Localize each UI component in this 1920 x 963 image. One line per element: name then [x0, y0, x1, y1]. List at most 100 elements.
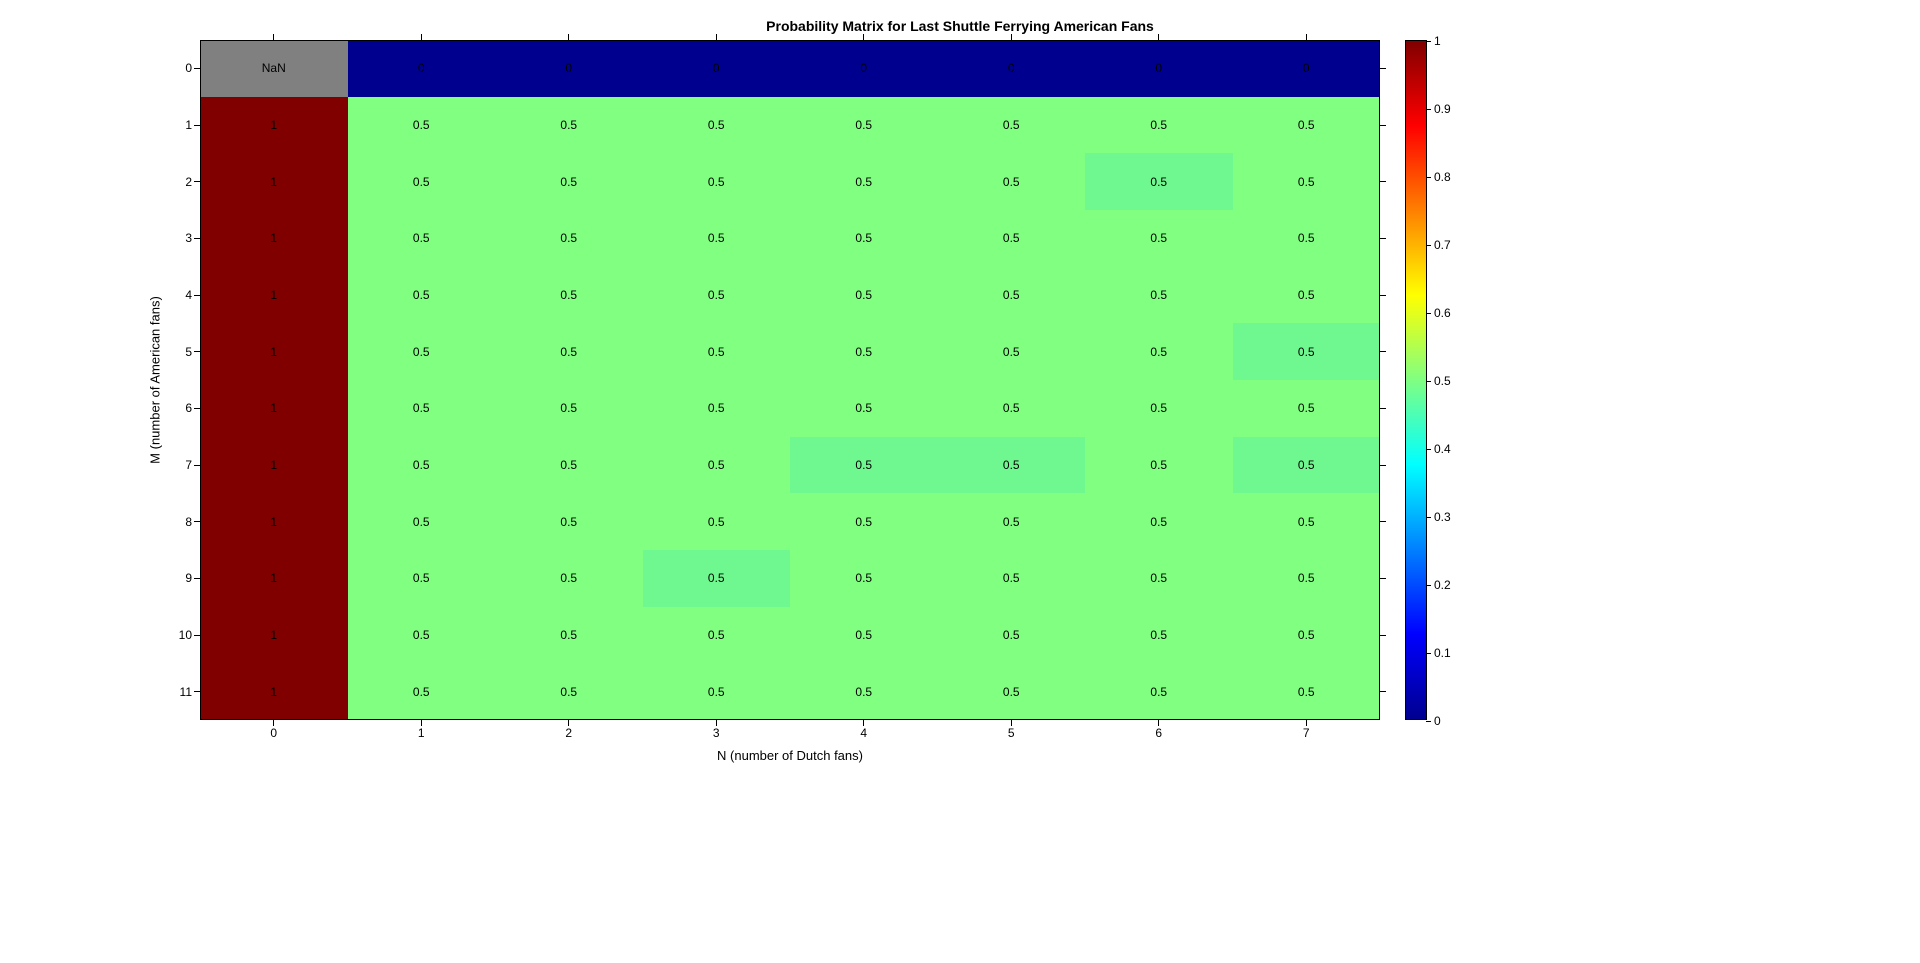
heatmap-cell: 0.5	[1085, 153, 1233, 210]
x-tick-label: 7	[1303, 726, 1310, 740]
colorbar-tick-mark	[1426, 449, 1431, 450]
heatmap-cell-label: 0.5	[708, 458, 725, 472]
colorbar-tick-mark	[1426, 585, 1431, 586]
heatmap-cell-label: 0.5	[1003, 175, 1020, 189]
heatmap-cell-label: 0.5	[413, 288, 430, 302]
heatmap-cell-label: 0.5	[708, 515, 725, 529]
heatmap-cell-label: 0.5	[855, 118, 872, 132]
y-tick-mark	[1380, 521, 1386, 522]
heatmap-cell-label: 0.5	[708, 401, 725, 415]
heatmap-cell-label: 0.5	[708, 685, 725, 699]
heatmap-cell-label: 0.5	[1150, 458, 1167, 472]
heatmap-cell: 0.5	[790, 323, 938, 380]
heatmap-cell-label: 1	[270, 515, 277, 529]
x-tick-mark	[1011, 34, 1012, 40]
heatmap-cell-label: 0.5	[708, 345, 725, 359]
heatmap-cell: 0.5	[643, 380, 791, 437]
y-tick-mark	[1380, 238, 1386, 239]
heatmap-cell-label: 0.5	[1298, 515, 1315, 529]
x-tick-mark	[421, 34, 422, 40]
heatmap-cell: 0	[495, 40, 643, 97]
heatmap-cell: 0.5	[938, 550, 1086, 607]
heatmap-cell-label: 0.5	[413, 515, 430, 529]
heatmap-cell: 0.5	[348, 267, 496, 324]
heatmap-cell-label: 0.5	[855, 345, 872, 359]
colorbar-tick-label: 0.7	[1434, 238, 1451, 252]
heatmap-cell-label: 0	[1303, 61, 1310, 75]
colorbar-tick-label: 0.6	[1434, 306, 1451, 320]
x-tick-label: 0	[270, 726, 277, 740]
heatmap-cell: 0.5	[643, 663, 791, 720]
heatmap-cell: 0.5	[790, 210, 938, 267]
heatmap-cell: 0.5	[1233, 267, 1381, 324]
colorbar-tick-label: 0.4	[1434, 442, 1451, 456]
heatmap-cell-label: 0.5	[1003, 458, 1020, 472]
heatmap-cell-label: 0.5	[1150, 118, 1167, 132]
heatmap-cell-label: 0.5	[1003, 345, 1020, 359]
colorbar-tick-label: 1	[1434, 34, 1441, 48]
y-tick-label: 10	[179, 628, 192, 642]
heatmap-cell: 0.5	[643, 210, 791, 267]
heatmap-cell-label: 0.5	[1298, 118, 1315, 132]
heatmap-cell-label: 0.5	[1003, 685, 1020, 699]
heatmap-cell: 0.5	[938, 97, 1086, 154]
heatmap-grid: NaN000000010.50.50.50.50.50.50.510.50.50…	[200, 40, 1380, 720]
heatmap-cell: 0.5	[790, 493, 938, 550]
figure-root: Probability Matrix for Last Shuttle Ferr…	[0, 0, 1920, 963]
y-tick-mark	[194, 295, 200, 296]
heatmap-cell: 0.5	[1233, 380, 1381, 437]
heatmap-cell-label: 0	[1155, 61, 1162, 75]
heatmap-cell: 0.5	[938, 493, 1086, 550]
colorbar-tick-label: 0.8	[1434, 170, 1451, 184]
y-tick-mark	[1380, 181, 1386, 182]
heatmap-cell-label: 0.5	[855, 288, 872, 302]
colorbar-tick-mark	[1426, 177, 1431, 178]
heatmap-cell-label: 0.5	[413, 231, 430, 245]
heatmap-cell: 0.5	[790, 97, 938, 154]
heatmap-cell-label: 1	[270, 231, 277, 245]
heatmap-cell-label: NaN	[262, 61, 286, 75]
y-tick-label: 6	[185, 401, 192, 415]
heatmap-cell-label: 1	[270, 458, 277, 472]
heatmap-cell: 0.5	[348, 493, 496, 550]
heatmap-cell: 0.5	[1085, 607, 1233, 664]
heatmap-cell: 0.5	[495, 493, 643, 550]
heatmap-cell: 0.5	[643, 437, 791, 494]
heatmap-cell: 0.5	[1233, 210, 1381, 267]
x-tick-label: 4	[860, 726, 867, 740]
y-tick-mark	[1380, 465, 1386, 466]
heatmap-axes: NaN000000010.50.50.50.50.50.50.510.50.50…	[200, 40, 1380, 720]
heatmap-cell: 0.5	[348, 437, 496, 494]
heatmap-cell-label: 0.5	[1150, 231, 1167, 245]
heatmap-cell: 0.5	[1085, 97, 1233, 154]
y-tick-mark	[194, 635, 200, 636]
heatmap-cell-label: 0.5	[560, 401, 577, 415]
heatmap-cell-label: 0.5	[1150, 288, 1167, 302]
heatmap-cell: 0	[1233, 40, 1381, 97]
heatmap-cell: 0.5	[348, 663, 496, 720]
x-tick-mark	[568, 34, 569, 40]
heatmap-cell: 1	[200, 493, 348, 550]
heatmap-cell-label: 0.5	[708, 628, 725, 642]
heatmap-cell-label: 0.5	[855, 515, 872, 529]
y-tick-mark	[1380, 295, 1386, 296]
heatmap-cell: 0.5	[790, 153, 938, 210]
heatmap-cell: 1	[200, 97, 348, 154]
heatmap-cell-label: 0.5	[560, 628, 577, 642]
heatmap-cell: 0.5	[348, 210, 496, 267]
y-tick-mark	[194, 351, 200, 352]
heatmap-cell: 0.5	[495, 380, 643, 437]
chart-title: Probability Matrix for Last Shuttle Ferr…	[0, 18, 1920, 34]
heatmap-cell: 0.5	[643, 550, 791, 607]
heatmap-cell: 0.5	[348, 607, 496, 664]
heatmap-cell-label: 1	[270, 685, 277, 699]
heatmap-cell-label: 0.5	[413, 685, 430, 699]
heatmap-cell: 0.5	[495, 323, 643, 380]
heatmap-cell-label: 0.5	[855, 685, 872, 699]
heatmap-cell: 1	[200, 267, 348, 324]
heatmap-cell-label: 1	[270, 401, 277, 415]
heatmap-cell: 0.5	[790, 437, 938, 494]
x-axis-label: N (number of Dutch fans)	[717, 748, 863, 763]
heatmap-cell-label: 0.5	[855, 401, 872, 415]
heatmap-cell: 0.5	[790, 380, 938, 437]
